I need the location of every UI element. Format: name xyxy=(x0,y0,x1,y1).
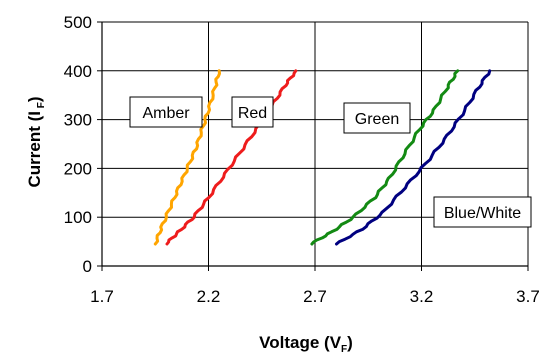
gridlines xyxy=(102,21,529,266)
series-label-amber: Amber xyxy=(142,105,190,122)
x-tick-label: 3.2 xyxy=(410,287,434,306)
x-axis-title: Voltage (VF) xyxy=(259,333,353,355)
y-axis-title: Current (I F) xyxy=(25,96,47,187)
tick-labels: 0 100 200 300 400 500 1.7 2.2 2.7 3.2 3.7 xyxy=(64,13,540,306)
series-line-amber xyxy=(153,69,221,246)
series-label-blue-white: Blue/White xyxy=(444,205,521,222)
series-lines xyxy=(153,69,492,246)
y-tick-label: 400 xyxy=(64,62,92,81)
series-labels: Amber Red Green Blue/White xyxy=(129,96,532,228)
series-label-box-red xyxy=(231,96,274,128)
series-line-red xyxy=(165,69,298,246)
x-tick-label: 2.7 xyxy=(303,287,327,306)
series-line-blue-white xyxy=(335,69,492,246)
y-tick-label: 0 xyxy=(83,257,92,276)
series-line-green xyxy=(310,69,460,246)
x-tick-label: 3.7 xyxy=(516,287,540,306)
y-tick-label: 100 xyxy=(64,208,92,227)
y-tick-label: 500 xyxy=(64,13,92,32)
series-label-box-amber xyxy=(129,96,203,128)
x-tick-label: 1.7 xyxy=(90,287,114,306)
series-label-red: Red xyxy=(238,105,267,122)
series-label-box-blue-white xyxy=(433,196,532,228)
y-tick-label: 200 xyxy=(64,159,92,178)
y-tick-label: 300 xyxy=(64,111,92,130)
x-tick-label: 2.2 xyxy=(197,287,221,306)
series-label-box-green xyxy=(343,102,411,134)
series-label-green: Green xyxy=(355,111,399,128)
axes xyxy=(97,21,529,271)
